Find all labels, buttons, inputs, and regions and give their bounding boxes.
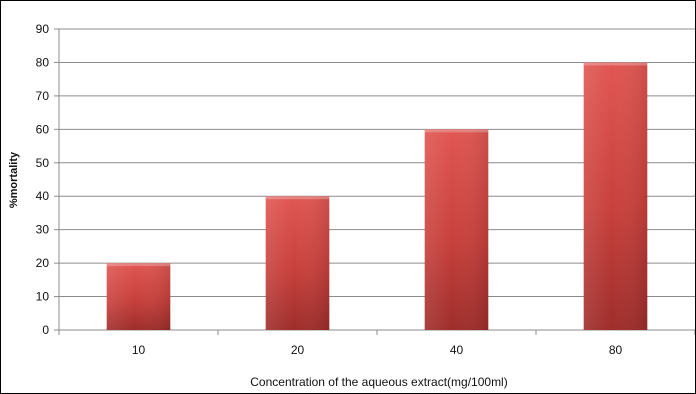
y-tick-label: 40 bbox=[36, 189, 50, 203]
y-tick-label: 80 bbox=[36, 55, 50, 69]
y-axis-title: %mortality bbox=[8, 151, 20, 208]
tick-labels: 0 10 20 30 40 50 60 70 80 90 10 20 40 80 bbox=[36, 22, 623, 357]
bar-top-highlight bbox=[106, 263, 171, 267]
x-tick-label: 80 bbox=[609, 343, 623, 357]
x-axis-title: Concentration of the aqueous extract(mg/… bbox=[250, 375, 507, 389]
y-tick-label: 70 bbox=[36, 89, 50, 103]
y-tick-label: 50 bbox=[36, 156, 50, 170]
bar-sheen bbox=[106, 263, 171, 330]
y-tick-label: 0 bbox=[42, 323, 49, 337]
y-tick-label: 30 bbox=[36, 223, 50, 237]
bar-sheen bbox=[583, 62, 648, 330]
bar-sheen bbox=[424, 129, 489, 330]
bar-top-highlight bbox=[265, 196, 330, 200]
y-tick-label: 60 bbox=[36, 122, 50, 136]
bar-sheen bbox=[265, 196, 330, 330]
x-tick-label: 40 bbox=[450, 343, 464, 357]
bars bbox=[106, 62, 648, 330]
x-tick-label: 20 bbox=[291, 343, 305, 357]
bar-top-highlight bbox=[424, 129, 489, 133]
x-tick-label: 10 bbox=[132, 343, 146, 357]
y-tick-label: 20 bbox=[36, 256, 50, 270]
y-tick-label: 10 bbox=[36, 290, 50, 304]
y-tick-label: 90 bbox=[36, 22, 50, 36]
bar-top-highlight bbox=[583, 62, 648, 66]
